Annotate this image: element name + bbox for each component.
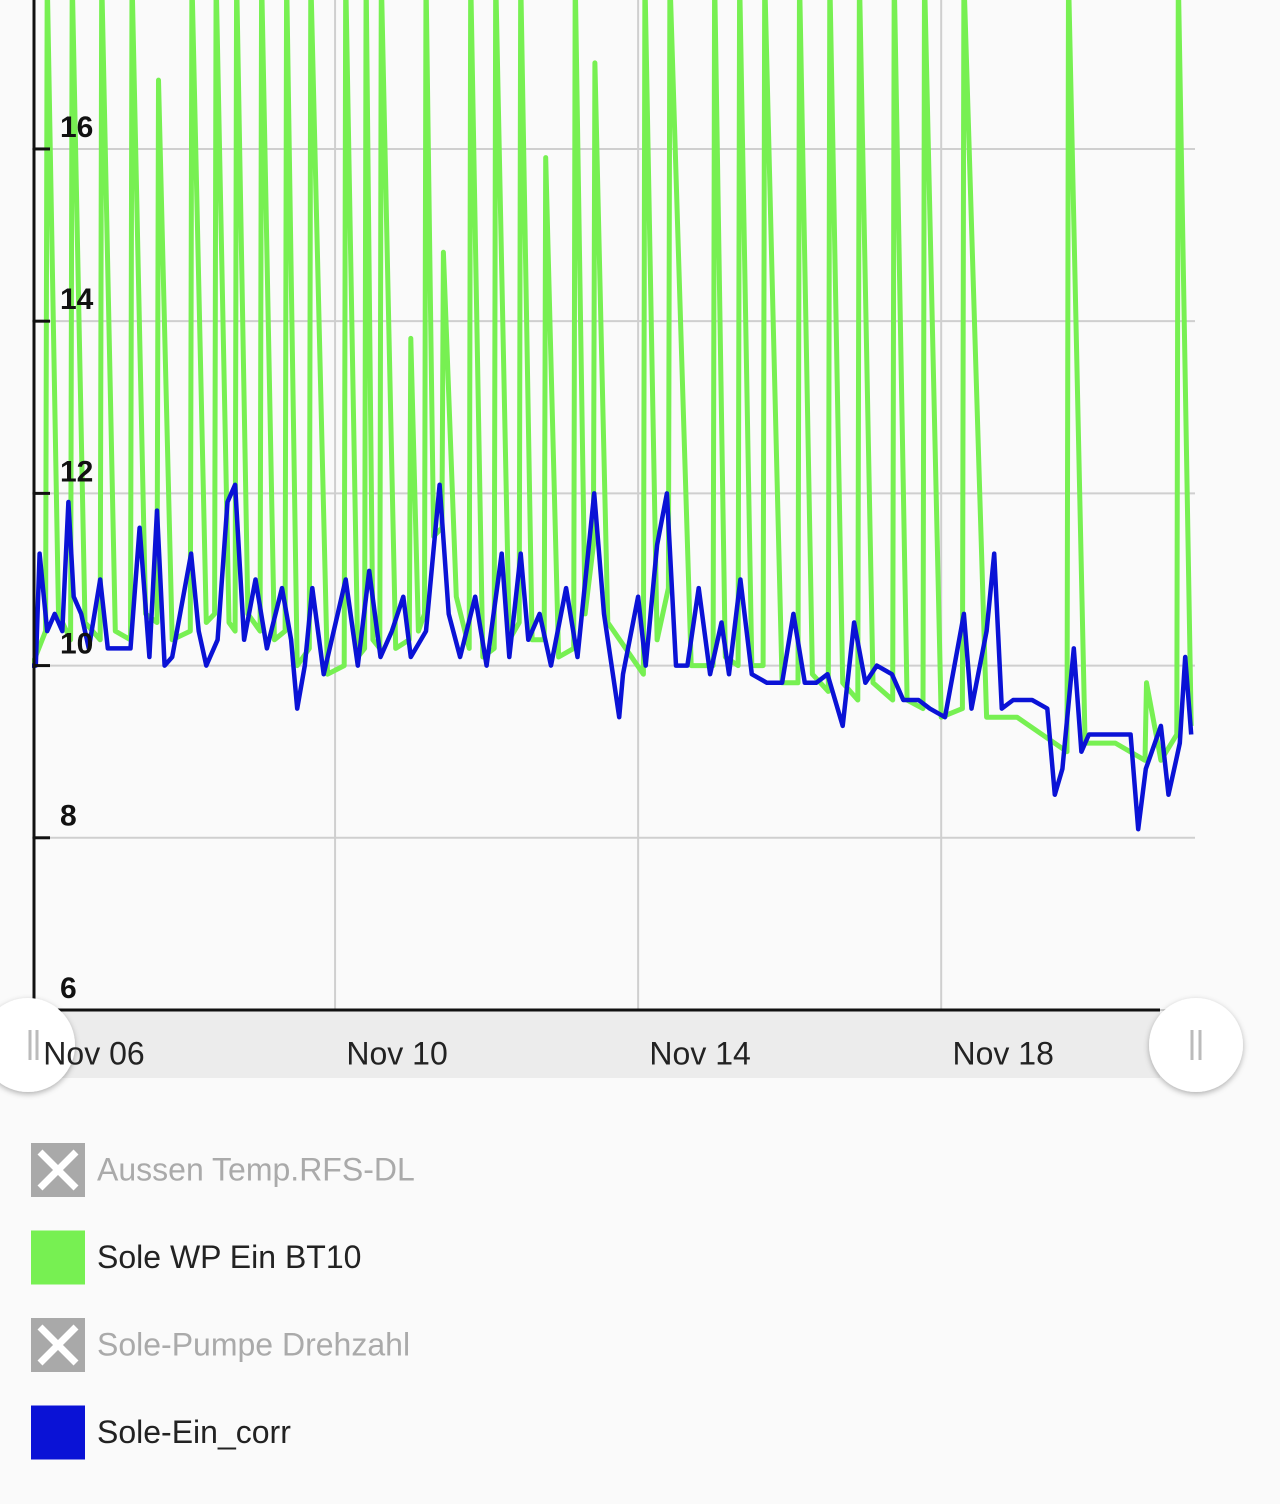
legend-label[interactable]: Aussen Temp.RFS-DL xyxy=(97,1151,415,1187)
y-tick-label: 8 xyxy=(60,800,77,833)
x-tick-label: Nov 18 xyxy=(952,1035,1053,1071)
legend-label[interactable]: Sole-Ein_corr xyxy=(97,1414,291,1450)
legend-swatch[interactable] xyxy=(31,1230,85,1285)
y-tick-label: 14 xyxy=(60,283,94,316)
x-tick-label: Nov 10 xyxy=(346,1035,447,1071)
data-line xyxy=(32,0,1194,763)
x-tick-label: Nov 06 xyxy=(43,1035,144,1071)
range-handle-right[interactable] xyxy=(1149,998,1243,1092)
y-tick-label: 12 xyxy=(60,455,93,488)
legend-label[interactable]: Sole WP Ein BT10 xyxy=(97,1239,361,1275)
legend-label[interactable]: Sole-Pumpe Drehzahl xyxy=(97,1326,410,1362)
range-selector[interactable] xyxy=(30,1010,1160,1078)
y-tick-label: 10 xyxy=(60,628,93,661)
data-line xyxy=(32,482,1194,832)
y-tick-label: 16 xyxy=(60,111,93,144)
x-tick-label: Nov 14 xyxy=(649,1035,750,1071)
legend-x xyxy=(37,1324,79,1366)
legend-swatch[interactable] xyxy=(31,1405,85,1460)
y-tick-label: 6 xyxy=(60,972,77,1005)
legend-x xyxy=(37,1149,79,1191)
